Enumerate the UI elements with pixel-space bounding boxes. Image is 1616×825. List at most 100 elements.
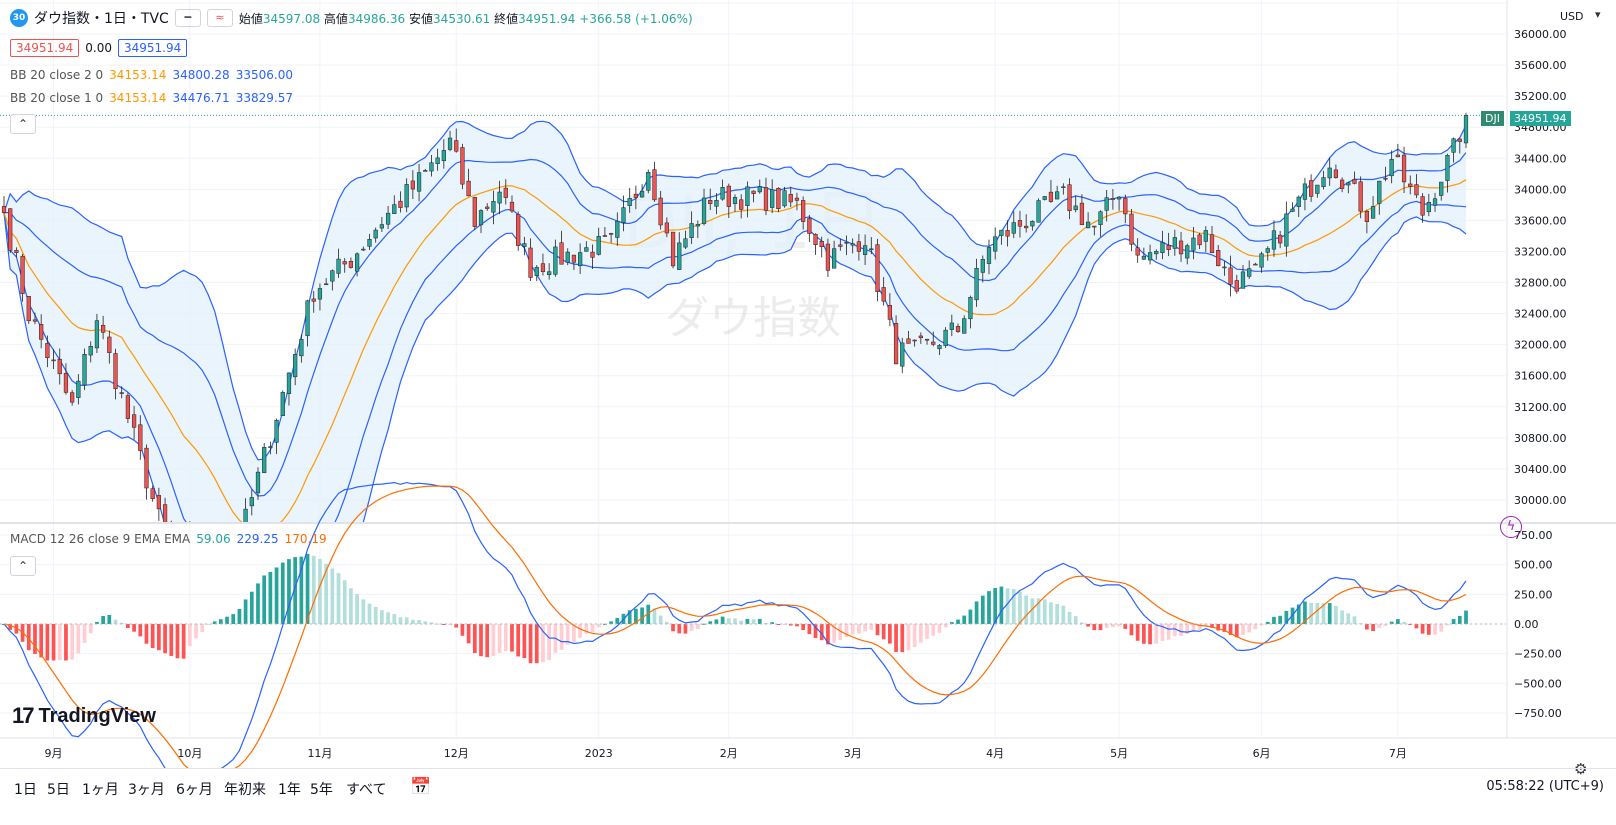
candle	[20, 255, 25, 294]
candle	[974, 268, 979, 301]
macd-histogram-bar	[1241, 624, 1245, 636]
macd-histogram-bar	[1234, 624, 1239, 638]
macd-histogram-bar	[770, 622, 775, 624]
macd-histogram-bar	[943, 624, 948, 628]
candle	[553, 246, 558, 275]
candle	[516, 214, 521, 246]
macd-histogram-bar	[888, 624, 892, 644]
macd-histogram-bar	[88, 624, 93, 634]
time-axis-label: 7月	[1389, 747, 1407, 760]
range-ytd-button[interactable]: 年初来	[224, 782, 266, 798]
candle	[670, 231, 676, 267]
symbol-title[interactable]: ダウ指数・1日・TVC	[34, 11, 169, 27]
clock-timezone[interactable]: 05:58:22 (UTC+9)	[1486, 779, 1604, 794]
collapse-macd-legend-button[interactable]: ⌃	[10, 556, 36, 576]
candle	[540, 263, 546, 272]
macd-histogram-bar	[336, 573, 341, 624]
macd-histogram-bar	[1389, 621, 1394, 624]
candle	[639, 190, 645, 198]
candle	[429, 162, 434, 172]
candle	[832, 248, 837, 269]
hide-series-button[interactable]: ━	[174, 9, 201, 27]
candle	[1030, 220, 1035, 227]
candle	[658, 197, 663, 226]
bb2-upper-line	[3, 120, 1467, 461]
candle	[138, 424, 143, 451]
macd-histogram-bar	[857, 624, 861, 634]
macd-histogram-bar	[1142, 624, 1146, 644]
macd-histogram-bar	[138, 624, 143, 637]
candle	[1185, 245, 1190, 259]
last-price-tag: 34951.94	[1510, 111, 1571, 126]
bb2-upper: 34800.28	[172, 68, 230, 82]
currency-label[interactable]: USD	[1560, 10, 1584, 23]
range-6m-button[interactable]: 6ヶ月	[176, 782, 213, 798]
macd-histogram-bar	[1457, 615, 1462, 624]
macd-histogram-bar	[776, 624, 781, 626]
symbol-legend[interactable]: 30 ダウ指数・1日・TVC ━ ≈ 始値34597.08 高値34986.36…	[10, 8, 693, 28]
chart-canvas[interactable]: 9月10月11月12月20232月3月4月5月6月7月DJI, 1日ダウ指数36…	[0, 0, 1616, 768]
candle	[1370, 206, 1376, 219]
time-axis-label: 9月	[45, 747, 63, 760]
candle	[893, 323, 899, 365]
candle	[757, 186, 762, 193]
range-1m-button[interactable]: 1ヶ月	[82, 782, 119, 798]
candle	[1346, 182, 1351, 186]
macd-histogram-bar	[999, 586, 1004, 624]
macd-histogram-bar	[157, 624, 161, 651]
candle	[1278, 234, 1283, 244]
range-3m-button[interactable]: 3ヶ月	[128, 782, 165, 798]
macd-histogram-bar	[1414, 624, 1419, 629]
bb1-upper-line	[4, 152, 1467, 497]
settings-gear-icon[interactable]: ⚙	[1574, 760, 1588, 778]
candle	[782, 190, 787, 207]
range-all-button[interactable]: すべて	[346, 782, 387, 798]
macd-histogram-bar	[423, 621, 428, 624]
macd-legend[interactable]: MACD 12 26 close 9 EMA EMA 59.06 229.25 …	[10, 532, 327, 546]
price-pane[interactable]	[0, 112, 1506, 646]
candle	[1011, 222, 1016, 234]
macd-axis-label: 500.00	[1514, 559, 1553, 572]
candle	[32, 319, 38, 322]
macd-histogram-bar	[45, 624, 50, 661]
macd-histogram-bar	[751, 619, 756, 624]
chevron-down-icon[interactable]: ▾	[1595, 8, 1601, 21]
range-5d-button[interactable]: 5日	[47, 782, 70, 798]
macd-histogram-bar	[819, 624, 824, 641]
candle	[1389, 159, 1394, 177]
candle	[962, 318, 967, 334]
compare-button[interactable]: ≈	[206, 9, 233, 27]
macd-histogram-bar	[733, 618, 737, 624]
range-5y-button[interactable]: 5年	[310, 782, 333, 798]
range-1d-button[interactable]: 1日	[14, 782, 37, 798]
candle	[317, 288, 323, 300]
candle	[410, 180, 415, 190]
ask-box[interactable]: 34951.94	[117, 39, 188, 57]
candle	[14, 249, 19, 253]
range-1y-button[interactable]: 1年	[278, 782, 301, 798]
candle	[1092, 225, 1097, 228]
macd-histogram-bar	[1172, 624, 1177, 637]
bb2-legend[interactable]: BB 20 close 2 0 34153.14 34800.28 33506.…	[10, 68, 293, 82]
candle	[1321, 177, 1326, 188]
macd-histogram-bar	[497, 624, 502, 653]
candle	[336, 258, 341, 274]
macd-histogram-bar	[355, 594, 359, 624]
candle	[82, 354, 87, 386]
macd-histogram-bar	[218, 619, 223, 624]
candle	[8, 208, 13, 251]
macd-histogram-bar	[1420, 624, 1425, 634]
macd-axis-label: 0.00	[1514, 618, 1539, 631]
candle	[88, 345, 93, 356]
lightning-icon[interactable]: ϟ	[1500, 516, 1522, 538]
bb1-legend[interactable]: BB 20 close 1 0 34153.14 34476.71 33829.…	[10, 91, 293, 105]
macd-histogram-bar	[702, 623, 706, 625]
candle	[931, 341, 936, 345]
calendar-goto-icon[interactable]: 📅	[410, 777, 432, 797]
collapse-legend-button[interactable]: ⌃	[10, 114, 36, 134]
macd-histogram-bar	[1352, 616, 1357, 624]
bid-box[interactable]: 34951.94	[10, 39, 80, 57]
macd-histogram-bar	[39, 624, 44, 658]
macd-histogram-bar	[1073, 616, 1078, 624]
candle	[1234, 280, 1239, 292]
